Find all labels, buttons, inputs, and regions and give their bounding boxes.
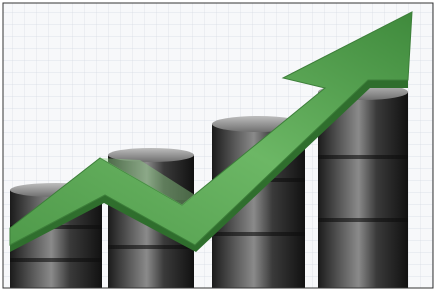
page: [0, 0, 440, 293]
illustration: [0, 0, 440, 293]
